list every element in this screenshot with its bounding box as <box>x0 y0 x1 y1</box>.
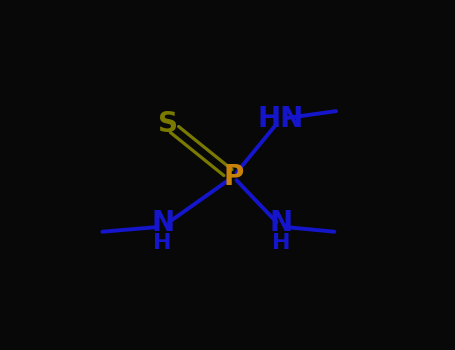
Text: HN: HN <box>258 105 304 133</box>
Text: N: N <box>269 209 293 237</box>
Text: N: N <box>151 209 174 237</box>
Text: S: S <box>158 110 178 138</box>
Text: P: P <box>223 163 243 191</box>
Text: H: H <box>153 233 172 253</box>
Text: H: H <box>272 233 290 253</box>
